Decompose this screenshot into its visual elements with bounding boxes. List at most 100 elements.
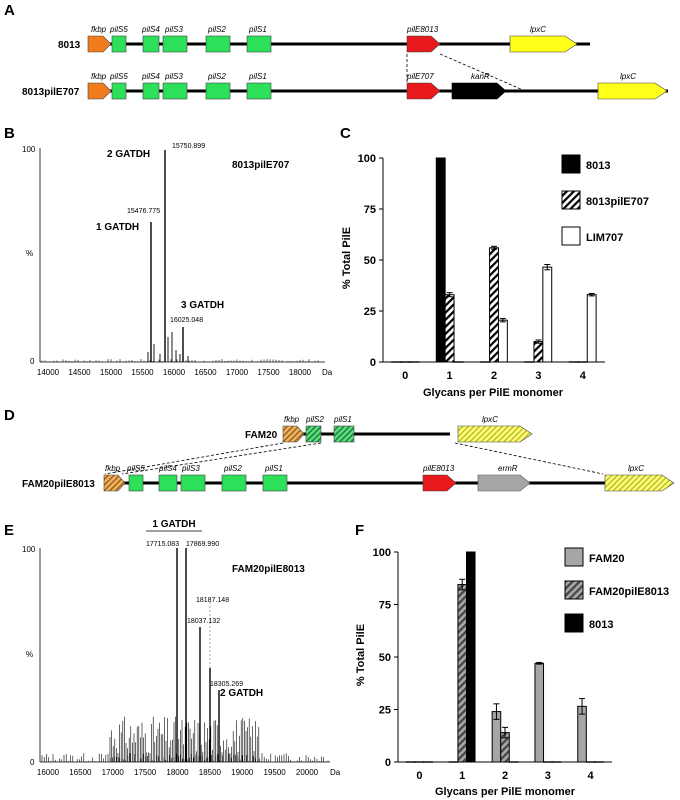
pils4-gene-box [158,474,178,492]
x-tick-label: 18500 [199,768,222,777]
annotation-1-gatdh: 1 GATDH [96,222,139,233]
strain-label-b: 8013pilE707 [232,160,290,171]
legend-swatch [564,613,584,633]
gene-label-pils4: pilS4 [141,25,160,34]
x-tick-label: 2 [502,770,508,782]
gene-label-pils1: pilS1 [333,415,352,424]
pile707-gene-arrow [406,82,441,100]
lpxc-gene-arrow [509,35,578,53]
gene-label-pils2: pilS2 [207,25,226,34]
annotation-1-gatdh: 1 GATDH [152,519,195,530]
x-tick-label: 16500 [69,768,92,777]
y-axis-label: % Total PilE [355,624,367,686]
x-tick-label: 20000 [296,768,319,777]
x-tick-label: 16500 [194,368,217,377]
legend-label: 8013 [586,160,610,172]
dashed-guide [454,442,604,475]
pile8013-gene-arrow [406,35,441,53]
legend-label: 8013 [589,619,613,631]
gene-label-pils3: pilS3 [164,25,183,34]
y-tick-top: 100 [22,145,36,154]
kanr-gene-arrow [451,82,507,100]
pils2-gene-box [305,425,322,443]
gene-label-pils1: pilS1 [248,25,267,34]
x-tick-label: 17000 [102,768,125,777]
panel-label-a: A [4,2,15,19]
x-tick-label: 16000 [163,368,186,377]
x-tick-label: 17000 [226,368,249,377]
peak-b-mass: 17869.990 [186,541,219,548]
bar [534,662,545,763]
x-axis-unit: Da [330,768,341,777]
legend-label: FAM20pilE8013 [589,586,669,598]
panel-b-mass-spectrum: 100 % 0 Da 14000 14500 15000 15500 16000 1650… [22,143,333,377]
x-tick-label: 17500 [257,368,280,377]
gene-label-lpxc: lpxC [530,25,546,34]
x-tick-label: 16000 [37,768,60,777]
gene-label-pile8013: pilE8013 [422,464,455,473]
x-tick-label: 4 [580,370,587,382]
peak-e-mass: 18305.269 [210,681,243,688]
y-axis-unit: % [26,249,33,258]
y-tick-label: 0 [370,357,376,369]
gene-label-lpxc: lpxC [620,72,636,81]
x-tick-label: 2 [491,370,497,382]
bar [465,551,476,763]
pils4-gene-box [142,82,160,100]
pils3-gene-box [180,474,206,492]
gene-label-pils5: pilS5 [109,72,128,81]
x-tick-label: 4 [588,770,595,782]
gene-label-fkbp: fkbp [284,415,300,424]
x-tick-label: 18000 [166,768,189,777]
gene-label-pils3: pilS3 [181,464,200,473]
bar [577,705,587,763]
gene-label-pils1: pilS1 [248,72,267,81]
panel-f-bar-chart: % Total PilE Glycans per PilE monomer 0 2… [355,547,669,798]
panel-label-f: F [355,522,364,539]
peak-c-mass: 18037.132 [187,618,220,625]
lpxc-gene-arrow [597,82,668,100]
panel-d-gene-map: FAM20 fkbp pilS2 pilS1 lpxC FAM20pilE801… [22,415,675,492]
legend-label: LIM707 [586,232,623,244]
peak-1-mass: 15476.775 [127,208,160,215]
spectrum-noise [41,716,329,762]
legend-label: FAM20 [589,553,624,565]
bar [533,341,544,363]
x-tick-label: 18000 [289,368,312,377]
strain-label-8013: 8013 [58,40,81,51]
gene-label-pils1: pilS1 [264,464,283,473]
y-axis-unit: % [26,650,33,659]
x-tick-label: 3 [545,770,551,782]
legend-swatch [561,154,581,174]
y-tick-bottom: 0 [30,758,35,767]
legend-swatch [561,190,581,210]
pils5-gene-box [111,82,127,100]
gene-label-pils3: pilS3 [164,72,183,81]
gene-label-ermr: ermR [498,464,518,473]
gene-label-lpxc: lpxC [482,415,498,424]
y-tick-label: 25 [364,306,376,318]
lpxc-gene-arrow [457,425,533,443]
pils1-gene-box [333,425,355,443]
pile8013-gene-arrow [422,474,457,492]
x-axis-label: Glycans per PilE monomer [423,387,564,399]
panel-label-c: C [340,125,351,142]
y-tick-label: 50 [379,652,391,664]
bar [457,584,467,763]
panel-e-mass-spectrum: 100 % 0 Da 16000 16500 17000 17500 18000 1850… [22,519,341,777]
pils4-gene-box [142,35,160,53]
annotation-2-gatdh: 2 GATDH [107,149,150,160]
peak-d-mass: 18187.148 [196,597,229,604]
panel-label-e: E [4,522,14,539]
panel-label-d: D [4,407,15,424]
gene-label-pils4: pilS4 [141,72,160,81]
y-axis-label: % Total PilE [341,227,353,289]
x-tick-label: 17500 [134,768,157,777]
legend-swatch [564,547,584,567]
strain-label-fam20pile8013: FAM20pilE8013 [22,479,95,490]
ermr-gene-arrow [477,474,531,492]
pils5-gene-box [128,474,144,492]
fkbp-gene-arrow [103,474,126,492]
gene-label-fkbp: fkbp [105,464,121,473]
y-tick-label: 75 [379,600,391,612]
